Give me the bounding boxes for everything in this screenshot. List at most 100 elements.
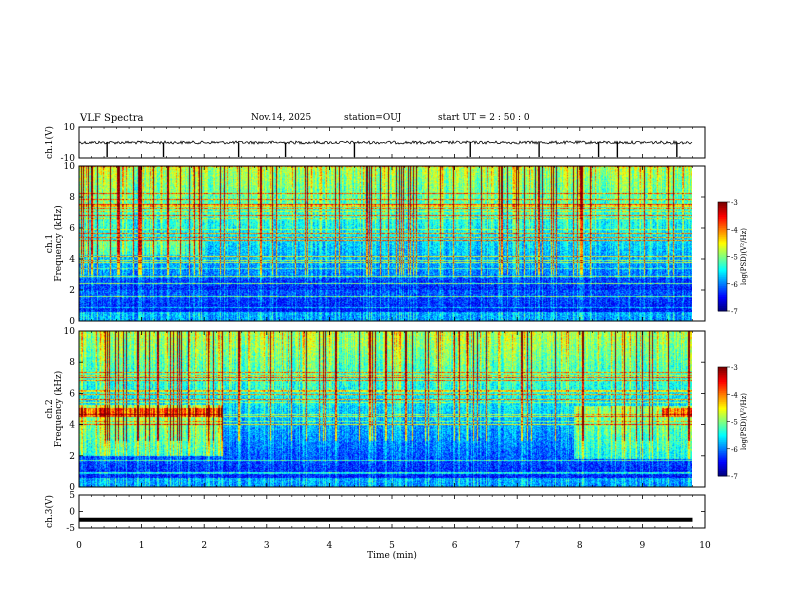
ch1-colorbar-segment	[718, 221, 727, 225]
ch2-colorbar-segment	[718, 432, 727, 435]
ch1-colorbar-segment	[718, 271, 727, 274]
ch1-colorbar-segment	[718, 283, 727, 287]
ch1-colorbar-segment	[718, 280, 727, 283]
ch1-colorbar-segment	[718, 263, 727, 267]
ch1-colorbar-segment	[718, 256, 727, 259]
ch2-colorbar-segment	[718, 434, 727, 437]
ch1-colorbar-segment	[718, 231, 727, 234]
ch2-colorbar-segment	[718, 463, 727, 466]
ch1-colorbar-tick-label: -6	[731, 281, 738, 289]
ch1-colorbar-segment	[718, 309, 727, 312]
ch2-colorbar-segment	[718, 381, 727, 384]
ch2-frequency-tick-label: 10	[64, 327, 76, 337]
ch1-colorbar-segment	[718, 240, 727, 243]
ch3-y-tick-label: -5	[66, 524, 75, 534]
ch1-colorbar-segment	[718, 247, 727, 250]
ch1-colorbar-segment	[718, 245, 727, 248]
ch2-frequency-tick-label: 8	[69, 358, 75, 368]
ch2-frequency-tick-label: 6	[69, 389, 75, 399]
ch2-colorbar-segment	[718, 376, 727, 379]
ch1-colorbar-segment	[718, 292, 727, 296]
ch1-frequency-tick-label: 0	[69, 317, 75, 327]
ch1-colorbar-segment	[718, 249, 727, 252]
ch2-colorbar-segment	[718, 436, 727, 439]
ch2-colorbar-tick-label: -3	[731, 364, 738, 372]
ch2-colorbar-segment	[718, 416, 727, 419]
time-tick-label: 1	[139, 541, 145, 551]
ch1-colorbar-segment	[718, 274, 727, 277]
ch1-colorbar-segment	[718, 202, 727, 205]
ch2-colorbar-segment	[718, 368, 727, 372]
time-tick-label: 3	[264, 541, 270, 551]
ch2-colorbar-segment	[718, 388, 727, 392]
ch1-colorbar-segment	[718, 261, 727, 265]
ch2-colorbar-segment	[718, 370, 727, 373]
ch1-colorbar-segment	[718, 232, 727, 236]
ch2-colorbar-segment	[718, 385, 727, 388]
ch1-colorbar-tick-label: -5	[731, 254, 738, 262]
ch2-colorbar-segment	[718, 396, 727, 399]
ch1-colorbar-tick-label: -3	[731, 199, 738, 207]
ch2-colorbar-segment	[718, 423, 727, 426]
ch1-colorbar-segment	[718, 203, 727, 207]
ch1-colorbar-segment	[718, 294, 727, 297]
ch2-colorbar-segment	[718, 439, 727, 442]
ch1-colorbar-segment	[718, 223, 727, 227]
ch2-colorbar-segment	[718, 403, 727, 406]
ch1-y-tick-label: 10	[64, 123, 76, 133]
ch2-colorbar-segment	[718, 441, 727, 444]
time-tick-label: 2	[201, 541, 207, 551]
ch1-colorbar-segment	[718, 254, 727, 257]
spectrogram-image	[79, 166, 692, 321]
ch1-colorbar-segment	[718, 236, 727, 239]
ch1-colorbar-segment	[718, 289, 727, 292]
ch1-colorbar-segment	[718, 216, 727, 219]
time-tick-label: 10	[699, 541, 711, 551]
ch2-spectrogram-ylabel: Frequency (kHz)	[53, 371, 64, 448]
ch2-colorbar-tick-label: -7	[731, 473, 738, 481]
time-tick-label: 9	[640, 541, 646, 551]
ch2-colorbar-segment	[718, 419, 727, 422]
ch1-colorbar-segment	[718, 234, 727, 238]
ch2-colorbar-segment	[718, 405, 727, 408]
ch1-colorbar-segment	[718, 238, 727, 241]
ch2-colorbar-segment	[718, 406, 727, 410]
ch2-colorbar-segment	[718, 443, 727, 446]
station-label: station=OUJ	[344, 113, 402, 123]
ch1-colorbar-segment	[718, 258, 727, 261]
ch3-ylabel: ch.3(V)	[44, 495, 55, 528]
ch1-colorbar-segment	[718, 276, 727, 279]
ch2-colorbar-segment	[718, 456, 727, 459]
ch1-colorbar-segment	[718, 307, 727, 310]
ch2-colorbar-tick-label: -5	[731, 419, 738, 427]
ch2-colorbar-segment	[718, 457, 727, 461]
ch2-colorbar-segment	[718, 468, 727, 472]
ch2-colorbar-segment	[718, 417, 727, 421]
ch2-colorbar-segment	[718, 472, 727, 475]
ch1-spectrogram-ylabel: Frequency (kHz)	[53, 205, 64, 282]
ch2-colorbar-segment	[718, 408, 727, 412]
ch1-colorbar-segment	[718, 207, 727, 210]
ch1-colorbar-segment	[718, 251, 727, 254]
ch1-frequency-tick-label: 6	[69, 224, 75, 234]
ch2-colorbar-label: log(PSD)(V²/Hz)	[740, 393, 748, 450]
ch2-colorbar-segment	[718, 459, 727, 462]
ch1-colorbar-segment	[718, 252, 727, 256]
ch2-colorbar-tick-label: -4	[731, 391, 738, 399]
spectrogram-image	[79, 331, 692, 487]
ch2-colorbar-segment	[718, 445, 727, 448]
ch2-colorbar-segment	[718, 397, 727, 401]
time-tick-label: 8	[577, 541, 583, 551]
ch1-colorbar-segment	[718, 260, 727, 263]
ch1-colorbar-segment	[718, 205, 727, 208]
ch2-colorbar-segment	[718, 390, 727, 393]
start-time-label: start UT = 2 : 50 : 0	[438, 113, 530, 123]
ch2-colorbar-segment	[718, 474, 727, 477]
ch2-colorbar-segment	[718, 448, 727, 452]
ch2-colorbar-segment	[718, 450, 727, 453]
ch1-colorbar-segment	[718, 214, 727, 218]
ch1-colorbar-segment	[718, 305, 727, 308]
ch2-spectrogram-ylabel: ch.2	[45, 399, 55, 418]
ch1-colorbar-segment	[718, 301, 727, 305]
